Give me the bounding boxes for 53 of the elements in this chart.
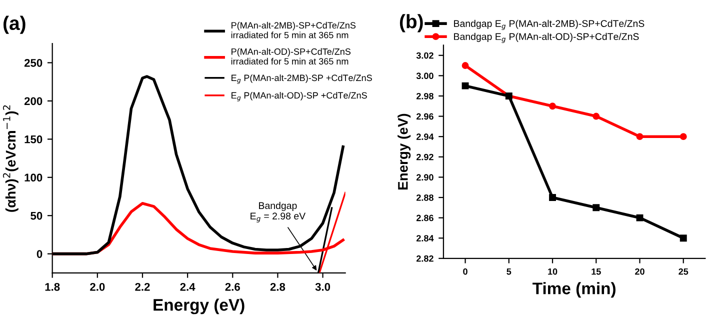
legend-label: P(MAn-alt-OD)-SP+CdTe/ZnS irradiated for 5 min at 365 nm (231, 48, 351, 65)
y-tick-label: 150 (24, 135, 42, 144)
chart-title: (b) (400, 14, 423, 32)
y-axis-title: Energy (eV) (398, 114, 411, 190)
point (636, 214, 644, 222)
point (462, 82, 469, 90)
y-tick-label: 2.90 (416, 174, 434, 181)
y-tick-label: 2.96 (416, 113, 434, 120)
x-tick-label: 10 (548, 268, 558, 275)
x-tick-label: 2.8 (270, 282, 286, 291)
y-tick-label: 2.92 (416, 154, 434, 160)
point (592, 112, 600, 120)
x-tick-label: 20 (635, 268, 644, 275)
x-tick-label: 15 (592, 268, 601, 275)
y-tick-label: 2.94 (416, 134, 434, 140)
x-tick-label: 2.2 (135, 282, 150, 291)
annotation: Bandgap E$_{g}$ = 2.98 eV (250, 202, 306, 222)
y-tick-label: 2.84 (416, 235, 434, 242)
point (549, 102, 556, 110)
legend-label: E$_{g}$ P(MAn-alt-2MB)-SP +CdTe/ZnS (232, 74, 372, 84)
point (549, 194, 556, 201)
y-tick-label: 50 (30, 212, 42, 220)
y-tick-label: 2.98 (416, 92, 434, 100)
y-axis-title: (αhν)$^{2}$(eVcm$^{−1}$)$^{2}$ (2, 105, 18, 212)
y-tick-label: 100 (24, 174, 42, 182)
point (636, 133, 644, 140)
x-axis-title: Time (min) (532, 282, 616, 298)
x-tick-label: 3.0 (315, 282, 330, 291)
x-tick-label: 0 (463, 268, 468, 275)
point (592, 204, 600, 212)
y-tick-label: 3.00 (416, 72, 434, 80)
point (462, 62, 469, 69)
y-tick-label: 2.82 (416, 255, 434, 262)
y-tick-label: 0 (36, 250, 42, 258)
y-tick-label: 2.86 (416, 214, 434, 222)
x-tick-label: 5 (506, 268, 512, 275)
y-tick-label: 3.02 (416, 52, 434, 59)
point (680, 234, 687, 242)
legend-label: Bandgap E$_{g}$ P(MAn-alt-OD)-SP+CdTe/ZnS (454, 32, 639, 43)
x-tick-label: 2.4 (180, 282, 196, 291)
y-tick-label: 200 (24, 97, 42, 106)
x-tick-label: 25 (678, 268, 688, 275)
y-tick-label: 250 (24, 58, 42, 67)
legend-label: Bandgap E$_{g}$ P(MAn-alt-2MB)-SP+CdTe/ZnS (454, 20, 644, 30)
y-tick-label: 2.88 (416, 194, 434, 201)
chart-title: (a) (4, 16, 26, 34)
x-axis-title: Energy (eV) (154, 298, 244, 314)
point (680, 133, 687, 140)
legend-label: E$_{g}$ P(MAn-alt-OD)-SP +CdTe/ZnS (232, 92, 367, 102)
x-tick-label: 2.0 (90, 282, 105, 291)
x-tick-label: 1.8 (45, 282, 60, 291)
legend-label: P(MAn-alt-2MB)-SP+CdTe/ZnS irradiated for 5 min at 365 nm (231, 22, 356, 38)
x-tick-label: 2.6 (225, 282, 240, 291)
